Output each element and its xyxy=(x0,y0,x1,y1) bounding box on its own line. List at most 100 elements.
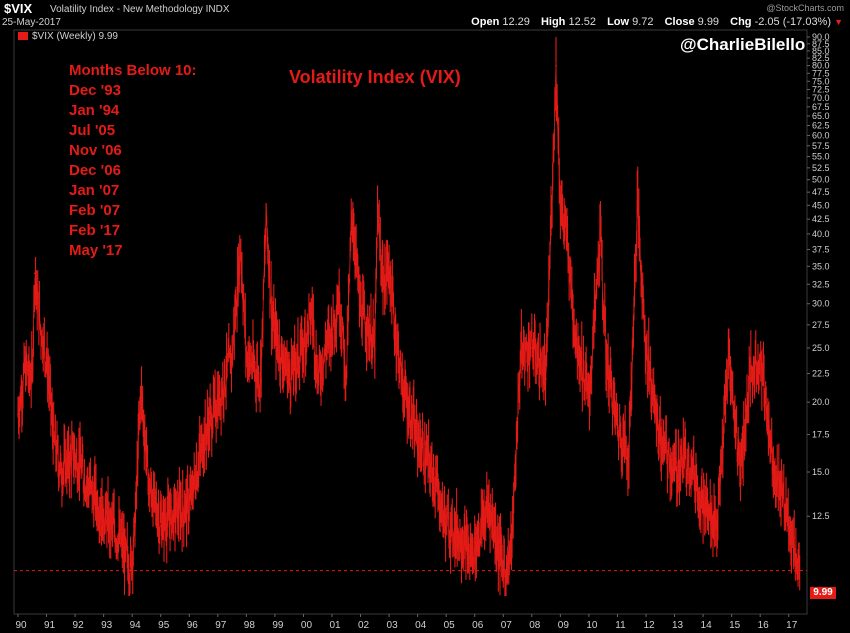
y-tick-label: 75.0 xyxy=(812,76,830,86)
series-segment xyxy=(758,354,761,371)
series-segment xyxy=(126,548,129,564)
series-segment xyxy=(604,330,607,368)
series-segment xyxy=(82,466,84,486)
series-segment xyxy=(321,362,323,379)
legend-label: $VIX (Weekly) 9.99 xyxy=(32,31,118,42)
data-point xyxy=(688,455,690,458)
series-segment xyxy=(159,518,162,521)
series-segment xyxy=(88,490,90,498)
series-segment xyxy=(51,412,53,431)
series-segment xyxy=(543,363,545,387)
data-point xyxy=(311,311,313,313)
series-segment xyxy=(575,320,578,357)
series-segment xyxy=(48,385,51,394)
series-segment xyxy=(120,539,122,545)
series-segment xyxy=(69,452,71,478)
open-value: 12.29 xyxy=(502,16,530,28)
series-segment xyxy=(561,205,563,217)
series-segment xyxy=(775,490,778,495)
series-segment xyxy=(530,330,533,333)
series-segment xyxy=(524,348,527,354)
series-segment xyxy=(369,340,371,354)
series-segment xyxy=(785,498,787,508)
series-segment xyxy=(600,233,602,245)
series-segment xyxy=(485,516,487,529)
data-point xyxy=(159,525,162,527)
series-segment xyxy=(397,344,399,349)
symbol: $VIX xyxy=(4,1,33,16)
series-segment xyxy=(86,485,88,487)
series-segment xyxy=(623,443,625,450)
x-tick-label: 97 xyxy=(215,620,227,631)
series-segment xyxy=(340,324,342,336)
data-point xyxy=(416,440,419,443)
series-segment xyxy=(165,525,167,537)
series-segment xyxy=(656,401,658,422)
series-segment xyxy=(263,262,265,280)
series-segment xyxy=(190,481,192,504)
y-tick-label: 72.5 xyxy=(812,84,830,94)
series-segment xyxy=(696,477,699,500)
series-segment xyxy=(378,226,381,241)
series-segment xyxy=(631,336,634,360)
series-segment xyxy=(732,416,735,419)
data-point xyxy=(202,440,205,443)
y-tick-label: 90.0 xyxy=(812,32,830,42)
data-point xyxy=(382,287,385,289)
month-item: Jan '07 xyxy=(69,182,120,199)
series-segment xyxy=(54,431,57,456)
series-segment xyxy=(141,391,143,399)
series-segment xyxy=(25,355,28,367)
month-item: Dec '93 xyxy=(69,82,121,99)
series-segment xyxy=(166,522,168,542)
series-segment xyxy=(57,445,59,464)
series-segment xyxy=(668,443,670,454)
x-tick-label: 95 xyxy=(158,620,170,631)
series-segment xyxy=(401,382,404,388)
series-segment xyxy=(564,216,566,223)
x-tick-label: 08 xyxy=(529,620,541,631)
series-segment xyxy=(364,322,366,340)
series-segment xyxy=(795,549,797,569)
series-segment xyxy=(591,366,593,372)
series-segment xyxy=(737,443,740,448)
brand-watermark: @StockCharts.com xyxy=(766,3,844,13)
series-segment xyxy=(70,450,73,475)
series-segment xyxy=(371,356,373,360)
series-segment xyxy=(154,488,156,493)
series-segment xyxy=(463,537,465,565)
series-segment xyxy=(407,394,409,429)
series-segment xyxy=(514,477,516,480)
x-tick-label: 11 xyxy=(615,620,626,631)
data-point xyxy=(245,357,248,359)
series-segment xyxy=(235,300,237,317)
series-segment xyxy=(586,381,589,387)
series-segment xyxy=(143,440,146,447)
series-segment xyxy=(269,261,271,301)
series-segment xyxy=(438,487,440,517)
series-segment xyxy=(66,453,68,479)
series-segment xyxy=(450,512,453,519)
series-segment xyxy=(161,515,164,535)
series-segment xyxy=(732,390,734,417)
series-segment xyxy=(351,216,353,228)
month-item: Feb '07 xyxy=(69,202,121,219)
series-segment xyxy=(188,497,191,502)
series-segment xyxy=(598,226,601,267)
series-segment xyxy=(264,254,266,263)
y-tick-label: 27.5 xyxy=(812,320,830,330)
series-segment xyxy=(667,455,669,469)
series-segment xyxy=(293,351,296,354)
series-segment xyxy=(405,385,407,399)
data-point xyxy=(102,515,105,518)
series-segment xyxy=(17,414,19,422)
series-segment xyxy=(97,521,100,524)
data-point xyxy=(785,505,787,508)
series-segment xyxy=(602,296,604,308)
months-heading: Months Below 10: xyxy=(69,62,197,79)
series-segment xyxy=(548,274,550,286)
series-segment xyxy=(511,533,513,560)
series-segment xyxy=(789,519,792,542)
chart-title: Volatility Index (VIX) xyxy=(289,67,461,87)
series-segment xyxy=(613,401,616,406)
